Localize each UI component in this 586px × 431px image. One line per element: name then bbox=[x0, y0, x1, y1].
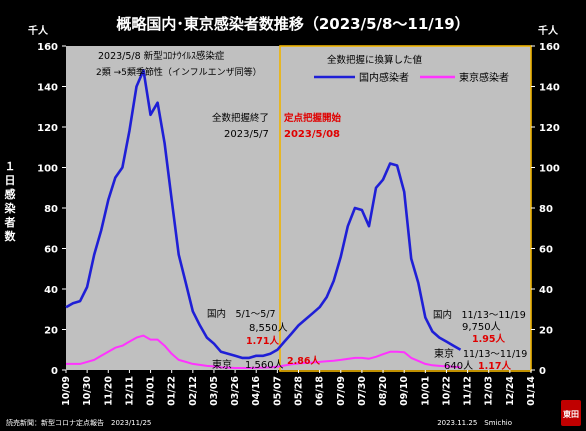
x-tick-label: 12/03 bbox=[484, 376, 495, 406]
tokyo-late-label: 東京 bbox=[434, 347, 454, 360]
domestic-late-label: 国内 11/13～11/19 bbox=[433, 309, 526, 321]
classification-note-line2: 2類 →5類季節性（インフルエンザ同等） bbox=[96, 66, 262, 78]
y-axis-label-char: １ bbox=[5, 160, 16, 173]
classification-note-line1: 2023/5/8 新型ｺﾛﾅｳｲﾙｽ感染症 bbox=[98, 50, 225, 62]
domestic-early-label: 国内 5/1～5/7 bbox=[207, 308, 276, 320]
y-tick-label-left: 140 bbox=[37, 83, 58, 94]
y-ticks-left: 0 20 40 60 80 100 120 140 160 bbox=[37, 42, 66, 377]
x-tick-label: 11/20 bbox=[103, 376, 114, 406]
y-tick-label-left: 20 bbox=[44, 326, 58, 337]
x-tick-label: 01/22 bbox=[167, 376, 178, 406]
x-tick-label: 10/22 bbox=[441, 376, 452, 406]
x-tick-label: 07/09 bbox=[336, 376, 347, 406]
y-ticks-right: 0 20 40 60 80 100 120 140 160 bbox=[531, 42, 560, 377]
y-tick-label-right: 40 bbox=[539, 285, 553, 296]
sentinel-start-date: 2023/5/08 bbox=[284, 129, 340, 140]
x-ticks: 10/09 10/30 11/20 12/11 01/01 01/22 02/12 03/05… bbox=[61, 370, 537, 406]
y-tick-label-right: 80 bbox=[539, 204, 553, 215]
domestic-early-value: 8,550人 bbox=[249, 322, 288, 334]
y-tick-label-left: 80 bbox=[44, 204, 58, 215]
x-tick-label: 07/30 bbox=[357, 376, 368, 406]
tokyo-late-period: 11/13～11/19 bbox=[463, 349, 527, 360]
y-axis-label-char: 感 bbox=[5, 187, 16, 201]
tokyo-late-value: 640人 bbox=[444, 360, 473, 372]
x-tick-label: 01/14 bbox=[526, 376, 537, 406]
x-tick-label: 03/26 bbox=[230, 376, 241, 406]
y-tick-label-left: 60 bbox=[44, 245, 58, 256]
domestic-late-sentinel: 1.95人 bbox=[472, 333, 505, 345]
y-tick-label-left: 100 bbox=[37, 164, 58, 175]
x-tick-label: 11/12 bbox=[463, 376, 474, 406]
y-axis-label-char: 者 bbox=[4, 215, 16, 229]
chart-title: 概略国内･東京感染者数推移（2023/5/8～11/19） bbox=[116, 15, 469, 33]
y-tick-label-right: 140 bbox=[539, 83, 560, 94]
x-tick-label: 10/01 bbox=[420, 376, 431, 406]
x-tick-label: 02/12 bbox=[188, 376, 199, 406]
y-tick-label-right: 60 bbox=[539, 245, 553, 256]
y-tick-label-left: 120 bbox=[37, 123, 58, 134]
x-tick-label: 01/01 bbox=[146, 376, 157, 406]
legend-domestic-label: 国内感染者 bbox=[359, 71, 409, 84]
y-tick-label-left: 0 bbox=[51, 366, 58, 377]
y-axis-label-char: 日 bbox=[5, 174, 16, 187]
logo-text: 東田 bbox=[563, 409, 579, 419]
y-tick-label-right: 120 bbox=[539, 123, 560, 134]
x-tick-label: 06/18 bbox=[315, 376, 326, 406]
y-tick-label-right: 0 bbox=[539, 366, 546, 377]
x-tick-label: 10/30 bbox=[82, 376, 93, 406]
x-tick-label: 09/10 bbox=[399, 376, 410, 406]
tokyo-early-value: 1,560人 bbox=[245, 359, 284, 371]
series-domestic-line bbox=[65, 69, 462, 360]
logo-seal: 東田 bbox=[561, 400, 581, 426]
converted-note: 全数把握に換算した値 bbox=[327, 54, 423, 66]
legend-tokyo-label: 東京感染者 bbox=[459, 71, 509, 84]
y-tick-label-right: 160 bbox=[539, 42, 560, 53]
footer-source: 読売新聞：新型コロナ定点報告 2023/11/25 bbox=[6, 418, 151, 427]
x-tick-label: 05/07 bbox=[272, 376, 283, 406]
tokyo-late-sentinel: 1.17人 bbox=[478, 360, 511, 372]
tokyo-early-sentinel: 2.86人 bbox=[287, 355, 320, 367]
y-tick-label-left: 40 bbox=[44, 285, 58, 296]
footer-credit: 2023.11.25 Smichio bbox=[437, 419, 512, 427]
full-count-end-date: 2023/5/7 bbox=[224, 129, 269, 140]
unit-right: 千人 bbox=[538, 24, 559, 37]
x-tick-label: 08/20 bbox=[378, 376, 389, 406]
x-tick-label: 10/09 bbox=[61, 376, 72, 406]
series-layer bbox=[65, 69, 462, 369]
x-tick-label: 04/16 bbox=[251, 376, 262, 406]
y-tick-label-right: 100 bbox=[539, 164, 560, 175]
domestic-early-sentinel: 1.71人 bbox=[246, 335, 279, 347]
x-tick-label: 05/28 bbox=[294, 376, 305, 406]
plot-area bbox=[66, 46, 531, 370]
series-tokyo-line bbox=[66, 334, 461, 369]
full-count-end-label: 全数把握終了 bbox=[212, 112, 269, 124]
tokyo-early-label: 東京 bbox=[212, 358, 232, 371]
unit-left: 千人 bbox=[28, 24, 49, 37]
y-axis-label-char: 数 bbox=[5, 229, 17, 243]
y-axis-label-char: 染 bbox=[5, 201, 17, 215]
y-tick-label-right: 20 bbox=[539, 326, 553, 337]
x-tick-label: 12/11 bbox=[124, 376, 135, 406]
sentinel-start-label: 定点把握開始 bbox=[283, 112, 342, 124]
legend: 国内感染者 東京感染者 bbox=[314, 71, 509, 84]
x-tick-label: 03/05 bbox=[209, 376, 220, 406]
domestic-late-value: 9,750人 bbox=[462, 321, 501, 333]
y-tick-label-left: 160 bbox=[37, 42, 58, 53]
x-tick-label: 12/24 bbox=[505, 376, 516, 406]
